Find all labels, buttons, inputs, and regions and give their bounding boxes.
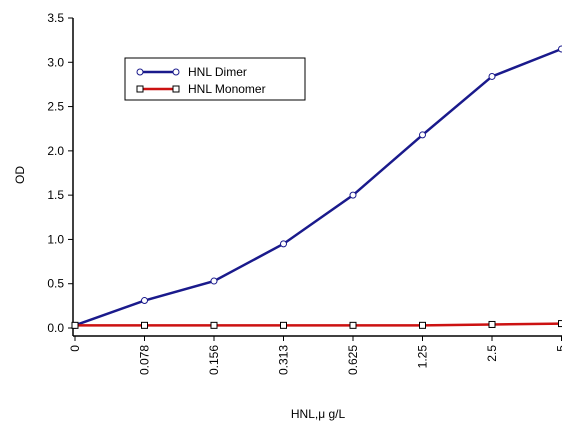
x-ticks: 0 0.078 0.156 0.313 0.625 1.25 2.5 5 [68, 336, 562, 375]
data-point-1 [71, 321, 79, 329]
y-tick-label: 2.5 [47, 100, 64, 114]
x-tick-label: 0 [68, 345, 82, 352]
series-line-1 [75, 322, 562, 327]
data-point-1 [280, 321, 287, 329]
x-tick-label: 0.078 [138, 345, 152, 375]
x-tick-label: 0.625 [346, 345, 360, 375]
legend-label-dimer: HNL Dimer [188, 65, 247, 79]
data-point-0 [419, 131, 426, 139]
x-tick-label: 0.156 [207, 345, 221, 375]
data-point-1 [488, 320, 496, 328]
legend-marker-dimer [136, 68, 144, 76]
y-tick-label: 2.0 [47, 144, 64, 158]
legend-marker-monomer [172, 85, 180, 93]
legend-label-monomer: HNL Monomer [188, 82, 266, 96]
legend-marker-dimer [172, 68, 180, 76]
y-tick-label: 1.0 [47, 232, 64, 246]
data-point-1 [210, 321, 218, 329]
x-axis-title: HNL,μ g/L [291, 407, 346, 421]
x-tick-label: 5 [555, 345, 562, 352]
series-group [71, 45, 562, 329]
y-ticks: 0.0 0.5 1.0 1.5 2.0 2.5 3.0 3.5 [47, 11, 73, 335]
data-point-1 [349, 321, 357, 329]
series-line-0 [74, 47, 562, 327]
y-tick-label: 0.0 [47, 321, 64, 335]
data-point-0 [280, 240, 287, 248]
data-point-0 [210, 277, 218, 285]
data-point-0 [488, 72, 496, 80]
y-axis-title: OD [13, 166, 27, 184]
data-point-1 [141, 321, 148, 329]
data-point-1 [419, 321, 426, 329]
legend-box [124, 57, 306, 101]
y-tick-label: 0.5 [47, 277, 64, 291]
x-tick-label: 1.25 [416, 345, 430, 369]
data-point-1 [558, 320, 562, 328]
legend: HNL Dimer HNL Monomer [124, 57, 306, 101]
data-point-0 [558, 45, 562, 53]
y-tick-label: 3.5 [47, 11, 64, 25]
data-point-0 [349, 191, 357, 199]
legend-marker-monomer [136, 85, 144, 93]
x-tick-label: 2.5 [485, 345, 499, 362]
y-tick-label: 1.5 [47, 188, 64, 202]
y-tick-label: 3.0 [47, 55, 64, 69]
data-point-0 [141, 297, 148, 305]
x-tick-label: 0.313 [277, 345, 291, 375]
